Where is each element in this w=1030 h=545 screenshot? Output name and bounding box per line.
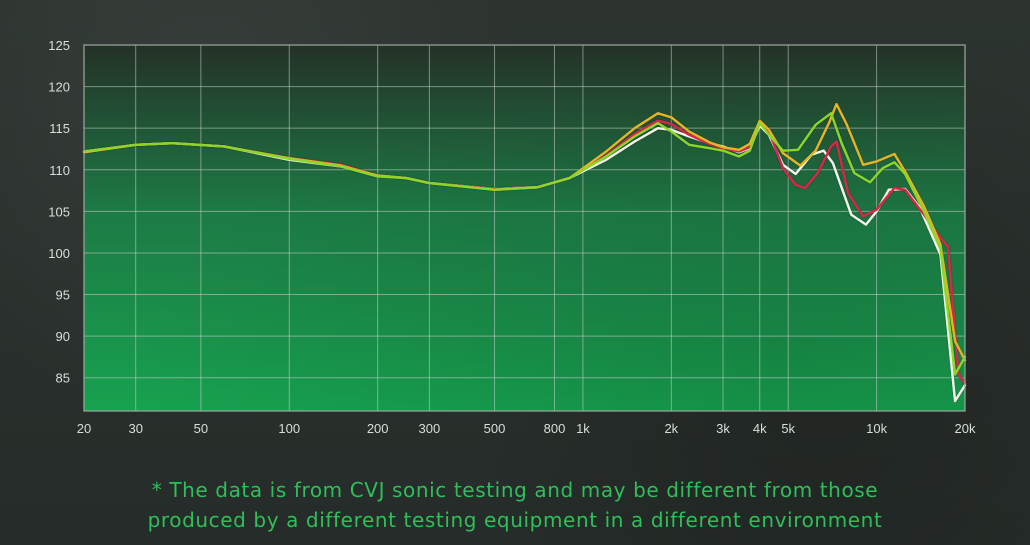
x-tick-label: 2k (664, 421, 678, 436)
series-lines (82, 102, 967, 403)
y-tick-label: 115 (49, 121, 70, 136)
y-tick-label: 90 (56, 329, 70, 344)
plot-border (83, 44, 966, 412)
x-tick-label: 3k (716, 421, 730, 436)
x-tick-label: 4k (753, 421, 767, 436)
x-tick-label: 500 (484, 421, 506, 436)
x-tick-label: 5k (781, 421, 795, 436)
x-tick-label: 800 (544, 421, 566, 436)
x-tick-label: 200 (367, 421, 389, 436)
y-tick-label: 95 (56, 288, 70, 303)
y-tick-label: 110 (49, 163, 70, 178)
data-source-note-line-2: produced by a different testing equipmen… (147, 508, 883, 532)
plot-shade (84, 45, 965, 411)
frequency-response-chart: 125 120 115 110 105 100 95 90 85 20 30 50 100 200 300 5… (48, 38, 976, 436)
x-tick-label: 50 (194, 421, 208, 436)
y-tick-label: 100 (48, 246, 70, 261)
x-tick-label: 30 (128, 421, 142, 436)
x-tick-label: 10k (866, 421, 887, 436)
y-tick-label: 105 (48, 204, 70, 219)
x-tick-label: 1k (576, 421, 590, 436)
x-tick-label: 300 (419, 421, 441, 436)
data-source-note-line-1: * The data is from CVJ sonic testing and… (151, 478, 879, 502)
response-curve-4 (82, 112, 967, 376)
x-tick-label: 100 (278, 421, 300, 436)
x-tick-label: 20 (77, 421, 91, 436)
y-tick-label: 85 (56, 371, 70, 386)
y-tick-label: 120 (48, 80, 70, 95)
axis-labels: 125 120 115 110 105 100 95 90 85 20 30 50 100 200 300 5… (48, 38, 976, 436)
y-tick-label: 125 (48, 38, 70, 53)
x-tick-label: 20k (955, 421, 976, 436)
